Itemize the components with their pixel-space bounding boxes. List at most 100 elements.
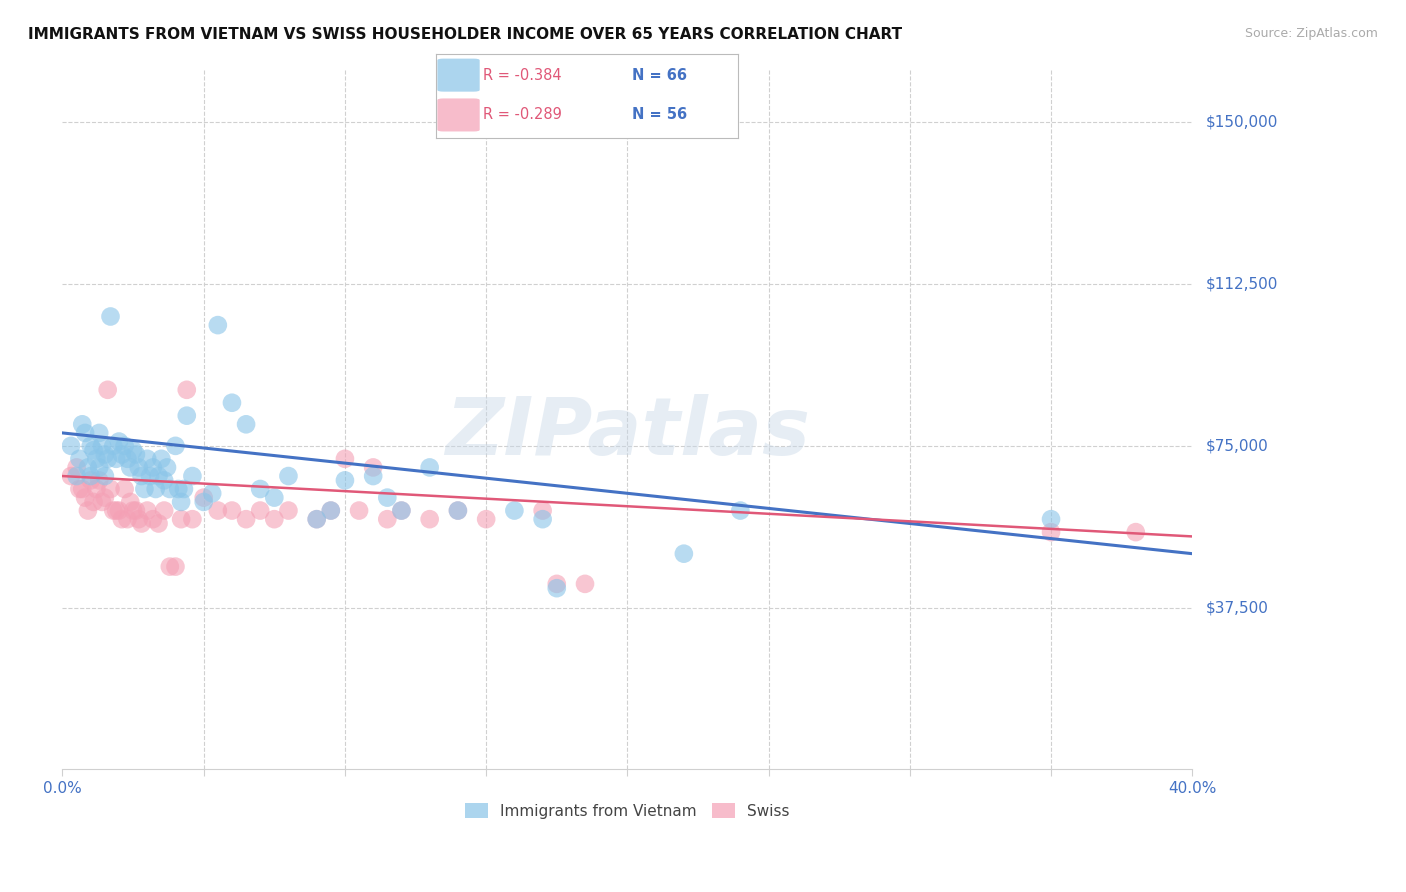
- Text: $112,500: $112,500: [1206, 277, 1278, 292]
- Point: [142, 460, 165, 475]
- Point: [89, 425, 111, 440]
- Point: [153, 503, 176, 517]
- Point: [249, 503, 271, 517]
- Text: $37,500: $37,500: [1206, 600, 1270, 615]
- Point: [105, 451, 128, 466]
- Point: [125, 503, 148, 517]
- Point: [105, 503, 128, 517]
- Point: [134, 482, 156, 496]
- Point: [319, 503, 342, 517]
- Point: [145, 482, 167, 496]
- Text: $75,000: $75,000: [1206, 438, 1268, 453]
- Point: [117, 451, 139, 466]
- Point: [97, 451, 120, 466]
- Point: [170, 512, 193, 526]
- Point: [120, 495, 142, 509]
- Point: [221, 503, 243, 517]
- Point: [193, 491, 215, 505]
- Point: [83, 495, 105, 509]
- Point: [103, 439, 125, 453]
- Point: [89, 460, 111, 475]
- Point: [333, 451, 356, 466]
- Text: N = 56: N = 56: [633, 107, 688, 122]
- Point: [97, 383, 120, 397]
- FancyBboxPatch shape: [437, 59, 479, 92]
- Point: [531, 512, 554, 526]
- Point: [111, 512, 134, 526]
- Point: [375, 512, 398, 526]
- Point: [1125, 525, 1147, 540]
- Point: [375, 491, 398, 505]
- Point: [65, 460, 87, 475]
- Point: [91, 495, 114, 509]
- Point: [139, 469, 162, 483]
- Point: [75, 491, 97, 505]
- Point: [103, 503, 125, 517]
- Point: [347, 503, 370, 517]
- Point: [574, 577, 596, 591]
- Text: $150,000: $150,000: [1206, 115, 1278, 130]
- Point: [176, 409, 198, 423]
- Point: [125, 448, 148, 462]
- Legend: Immigrants from Vietnam, Swiss: Immigrants from Vietnam, Swiss: [458, 797, 796, 825]
- Point: [165, 559, 187, 574]
- Point: [59, 439, 82, 453]
- Point: [94, 491, 117, 505]
- Point: [100, 310, 122, 324]
- Text: R = -0.289: R = -0.289: [482, 107, 561, 122]
- Point: [503, 503, 526, 517]
- Point: [1040, 525, 1063, 540]
- Point: [305, 512, 328, 526]
- Point: [447, 503, 470, 517]
- Point: [193, 495, 215, 509]
- Point: [122, 443, 145, 458]
- Point: [114, 439, 136, 453]
- Point: [122, 503, 145, 517]
- Point: [531, 503, 554, 517]
- Point: [72, 417, 94, 432]
- Point: [361, 469, 384, 483]
- Point: [207, 503, 229, 517]
- Point: [391, 503, 413, 517]
- Point: [94, 469, 117, 483]
- Point: [83, 443, 105, 458]
- Point: [89, 474, 111, 488]
- Point: [91, 439, 114, 453]
- Point: [136, 451, 159, 466]
- Point: [156, 460, 179, 475]
- Point: [150, 451, 173, 466]
- Point: [181, 469, 204, 483]
- Point: [419, 512, 441, 526]
- Point: [305, 512, 328, 526]
- Point: [86, 482, 108, 496]
- Point: [136, 503, 159, 517]
- Point: [65, 469, 87, 483]
- Text: R = -0.384: R = -0.384: [482, 68, 561, 83]
- Point: [159, 482, 181, 496]
- Point: [77, 460, 100, 475]
- Point: [249, 482, 271, 496]
- Point: [114, 482, 136, 496]
- Point: [1040, 512, 1063, 526]
- Point: [176, 383, 198, 397]
- Point: [391, 503, 413, 517]
- Text: Source: ZipAtlas.com: Source: ZipAtlas.com: [1244, 27, 1378, 40]
- Point: [148, 516, 170, 531]
- Point: [80, 474, 103, 488]
- Point: [167, 482, 190, 496]
- Point: [148, 469, 170, 483]
- Text: N = 66: N = 66: [633, 68, 688, 83]
- Point: [730, 503, 752, 517]
- Point: [165, 439, 187, 453]
- Point: [153, 474, 176, 488]
- Point: [207, 318, 229, 332]
- Point: [159, 559, 181, 574]
- Point: [77, 503, 100, 517]
- Point: [319, 503, 342, 517]
- Point: [131, 469, 153, 483]
- Point: [75, 425, 97, 440]
- Point: [277, 503, 299, 517]
- Point: [69, 482, 91, 496]
- Point: [263, 512, 285, 526]
- Point: [546, 581, 568, 595]
